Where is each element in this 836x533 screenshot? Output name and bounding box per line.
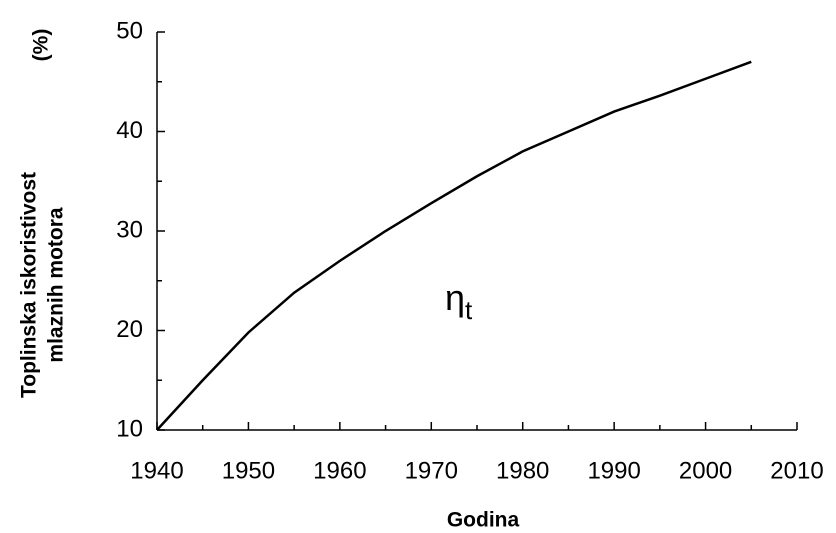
x-tick-label: 1980: [496, 457, 549, 484]
x-tick-label: 1960: [313, 457, 366, 484]
y-axis-label: Toplinska iskoristivost: [18, 172, 41, 398]
annotation: ηt: [445, 277, 473, 325]
x-tick-label: 1990: [587, 457, 640, 484]
x-axis-label: Godina: [447, 509, 520, 532]
x-tick-label: 1950: [222, 457, 275, 484]
y-tick-label: 50: [116, 17, 143, 44]
y-tick-label: 40: [116, 117, 143, 144]
y-tick-label: 20: [116, 316, 143, 343]
x-tick-label: 2010: [770, 457, 823, 484]
x-tick-label: 2000: [679, 457, 732, 484]
x-tick-label: 1970: [405, 457, 458, 484]
annotation-symbol: η: [445, 277, 465, 318]
data-line: [156, 60, 752, 431]
y-axis-unit: (%): [30, 29, 53, 62]
y-tick-label: 30: [116, 216, 143, 243]
y-axis-label: mlaznih motora: [45, 207, 68, 363]
x-tick-label: 1940: [130, 457, 183, 484]
y-tick-label: 10: [116, 415, 143, 442]
annotation-subscript: t: [465, 295, 473, 325]
